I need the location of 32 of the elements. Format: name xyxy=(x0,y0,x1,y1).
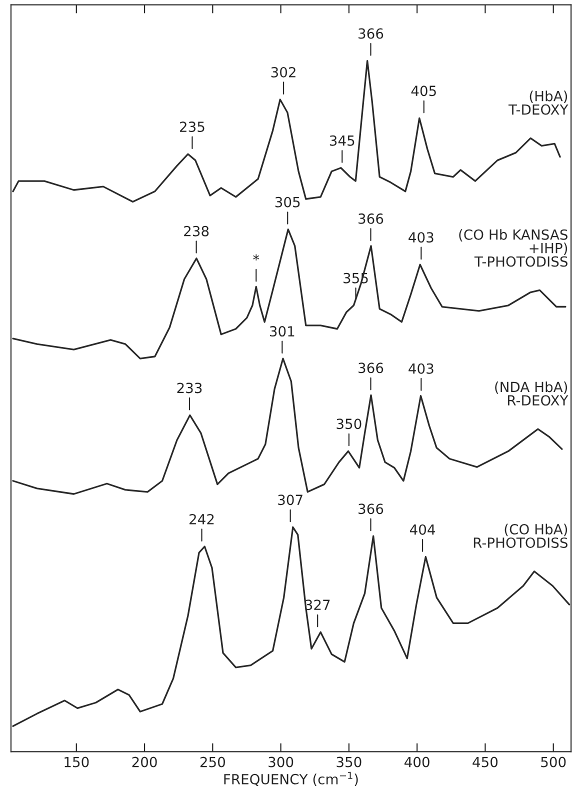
x-tick-label: 150 xyxy=(64,756,89,768)
annotation: 307 xyxy=(278,494,302,506)
text: (CO Hb KANSAS +IHP) T-PHOTODISS xyxy=(459,229,568,267)
annotation: 403 xyxy=(408,363,434,374)
text: (CO HbA) R-PHOTODISS xyxy=(474,524,568,548)
annotation: 350 xyxy=(336,418,362,430)
annotation: 366 xyxy=(358,213,384,224)
x-tick-label: 400 xyxy=(404,756,430,768)
annotation: 366 xyxy=(358,504,384,514)
annotation: 238 xyxy=(184,226,209,236)
annotation: * xyxy=(253,254,260,261)
annotation: 403 xyxy=(408,232,434,243)
annotation: 366 xyxy=(358,362,384,374)
x-tick-label: 450 xyxy=(472,756,498,768)
x-tick-label: 350 xyxy=(336,756,362,768)
annotation: 405 xyxy=(411,86,436,96)
x-axis-title: FREQUENCY (cm$^{−1}$) xyxy=(224,772,358,786)
annotation: 404 xyxy=(410,524,435,535)
text: (NDA HbA) R-DEOXY xyxy=(495,381,568,406)
annotation: 305 xyxy=(275,196,300,208)
x-tick-label: 250 xyxy=(200,756,225,768)
text: (HbA) T-DEOXY xyxy=(508,90,568,115)
annotation: 302 xyxy=(271,66,296,78)
annotation: 242 xyxy=(190,514,214,524)
annotation: 233 xyxy=(177,382,202,394)
annotation: 235 xyxy=(180,122,204,132)
annotation: 366 xyxy=(358,28,384,39)
annotation: 301 xyxy=(270,326,294,337)
x-tick-label: 300 xyxy=(268,756,294,768)
x-tick-label: 200 xyxy=(132,756,157,768)
annotation: 345 xyxy=(330,135,354,146)
x-tick-label: 500 xyxy=(541,756,566,768)
